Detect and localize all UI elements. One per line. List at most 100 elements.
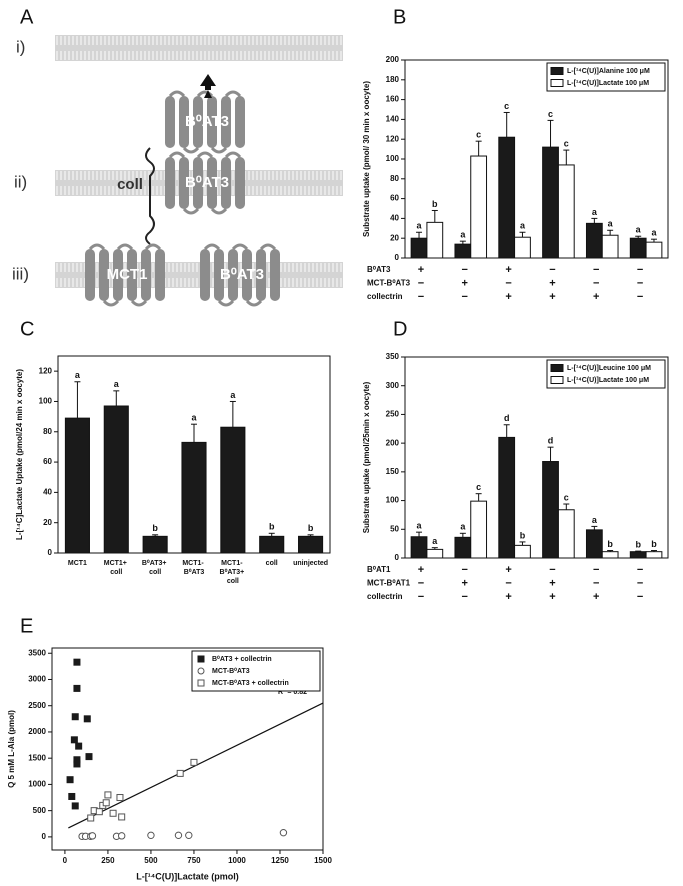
point	[73, 760, 81, 768]
condition-sign: +	[462, 277, 468, 289]
bar	[298, 535, 324, 554]
y-tick-label: 160	[386, 95, 400, 104]
condition-sign: −	[637, 264, 643, 276]
condition-sign: +	[418, 564, 424, 576]
y-tick-label: 2500	[28, 701, 46, 710]
y-tick-label: 0	[395, 553, 400, 562]
y-tick-label: 60	[390, 194, 399, 203]
condition-sign: −	[505, 277, 511, 289]
significance-letter: a	[608, 219, 614, 229]
significance-letter: a	[417, 221, 423, 231]
y-axis-label: Substrate uptake (pmol/ 30 min x oocyte)	[362, 81, 371, 237]
condition-sign: +	[549, 291, 555, 303]
condition-sign: −	[593, 577, 599, 589]
significance-letter: a	[75, 370, 81, 380]
row-numeral: i)	[16, 37, 25, 56]
bar	[410, 536, 428, 559]
bar	[629, 551, 647, 559]
point	[118, 813, 126, 821]
point	[147, 831, 155, 840]
protein-label: B⁰AT3	[220, 266, 264, 283]
y-tick-label: 120	[39, 366, 53, 375]
x-tick-label: MCT1- B⁰AT3	[182, 560, 205, 576]
point	[88, 832, 97, 840]
helix	[193, 157, 203, 209]
x-tick-label: B⁰AT3+ coll	[142, 559, 169, 576]
membrane	[55, 262, 343, 288]
condition-sign: −	[549, 264, 555, 276]
condition-sign: −	[462, 564, 468, 576]
row-numeral: ii)	[14, 172, 27, 191]
bar	[142, 535, 168, 554]
x-tick-label: 1000	[228, 856, 246, 865]
bar	[498, 436, 516, 559]
legend-box	[546, 359, 666, 389]
row-numeral: iii)	[12, 264, 29, 283]
significance-letter: a	[417, 521, 423, 531]
membrane	[55, 35, 343, 61]
significance-letter: a	[651, 228, 657, 238]
helix	[200, 249, 210, 301]
condition-sign: −	[593, 264, 599, 276]
panel-label: C	[20, 318, 34, 340]
condition-sign: +	[549, 577, 555, 589]
bar	[514, 236, 531, 259]
helix	[228, 249, 238, 301]
x-tick-label: MCT1+ coll	[104, 560, 129, 576]
significance-letter: a	[460, 230, 466, 240]
x-tick-label: 250	[101, 856, 115, 865]
bar	[645, 241, 663, 259]
point	[66, 776, 74, 784]
x-tick-label: coll	[266, 560, 278, 567]
bar	[557, 164, 575, 259]
helix	[214, 249, 224, 301]
condition-sign: +	[505, 564, 511, 576]
y-tick-label: 1500	[28, 753, 46, 762]
significance-letter: a	[460, 522, 466, 532]
bar	[470, 155, 488, 259]
panel-label: E	[20, 615, 33, 637]
condition-sign: +	[418, 264, 424, 276]
annotation: R² = 0.82	[278, 689, 307, 696]
y-tick-label: 200	[386, 438, 400, 447]
legend-label: MCT-B⁰AT3	[212, 667, 250, 675]
y-tick-label: 100	[39, 397, 53, 406]
legend-swatch	[197, 667, 205, 675]
helix	[165, 96, 175, 148]
y-tick-label: 40	[390, 214, 399, 223]
y-tick-label: 2000	[28, 727, 46, 736]
bar	[220, 426, 246, 554]
helix	[193, 96, 203, 148]
point	[70, 736, 78, 744]
condition-sign: −	[637, 577, 643, 589]
panel-label: B	[393, 6, 406, 28]
y-tick-label: 300	[386, 381, 400, 390]
point	[95, 808, 103, 816]
condition-sign: −	[462, 264, 468, 276]
legend-label: L-[¹⁴C(U)]Lactate 100 μM	[567, 377, 649, 384]
bar	[645, 551, 663, 559]
bar	[410, 237, 428, 259]
partner-label: coll	[117, 176, 143, 193]
x-tick-label: uninjected	[293, 560, 328, 567]
legend-label: MCT-B⁰AT3 + collectrin	[212, 679, 289, 687]
y-tick-label: 0	[48, 548, 53, 557]
point	[102, 799, 110, 807]
point	[71, 713, 79, 721]
significance-letter: a	[432, 536, 438, 546]
significance-letter: c	[548, 109, 553, 119]
helix	[113, 249, 123, 301]
helix	[155, 249, 165, 301]
protein-label: B⁰AT3	[185, 113, 229, 130]
bar	[542, 146, 559, 259]
legend-box	[191, 650, 321, 692]
condition-label: B⁰AT1	[367, 565, 391, 574]
legend-swatch	[550, 67, 564, 75]
protein-label: MCT1	[107, 266, 148, 283]
y-tick-label: 20	[43, 518, 52, 527]
x-tick-label: 750	[187, 856, 201, 865]
condition-label: MCT-B⁰AT1	[367, 579, 411, 588]
x-tick-label: 1250	[271, 856, 289, 865]
condition-sign: −	[637, 591, 643, 603]
condition-sign: +	[505, 264, 511, 276]
